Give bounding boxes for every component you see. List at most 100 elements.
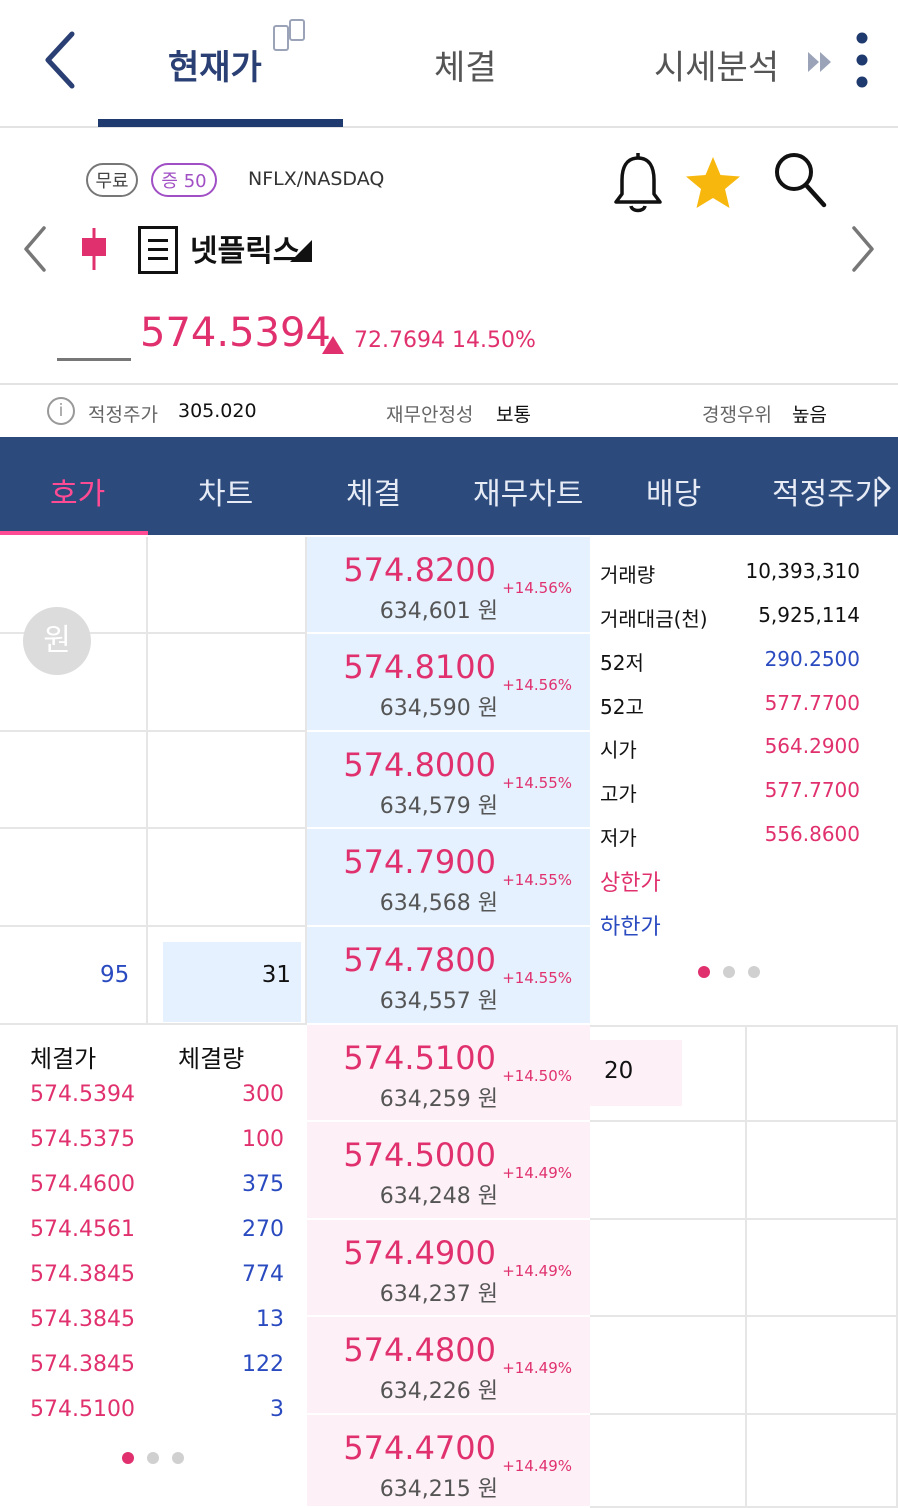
bell-icon[interactable] xyxy=(612,152,664,216)
bid-percent: +14.49% xyxy=(502,1164,572,1182)
stability-label: 재무안정성 xyxy=(386,404,474,426)
trade-price: 574.3845 xyxy=(30,1352,135,1377)
next-stock-icon[interactable] xyxy=(848,224,878,274)
tab-market-analysis[interactable]: 시세분석 xyxy=(654,48,780,88)
stock-info-icon[interactable] xyxy=(138,226,178,274)
trade-qty-header: 체결량 xyxy=(178,1045,245,1073)
ask-row[interactable]: 574.7900 +14.55% 634,568 원 xyxy=(307,829,590,927)
bid-price: 574.5000 xyxy=(343,1136,496,1174)
ask-price: 574.7900 xyxy=(343,843,496,881)
stat-label: 하한가 xyxy=(600,915,661,940)
stats-page-indicator[interactable] xyxy=(698,966,778,982)
subtab-active-underline xyxy=(0,531,148,535)
subtab-orderbook[interactable]: 호가 xyxy=(50,477,106,512)
trade-price-header: 체결가 xyxy=(30,1045,97,1073)
ask-price: 574.7800 xyxy=(343,941,496,979)
favorite-star-icon[interactable] xyxy=(684,154,742,212)
stat-label: 고가 xyxy=(600,782,637,806)
top-navigation: 현재가 체결 시세분석 xyxy=(0,0,898,128)
stock-dropdown-icon[interactable] xyxy=(290,240,312,262)
ask-percent: +14.56% xyxy=(502,676,572,694)
bid-quantity-cell[interactable]: 20 xyxy=(590,1040,682,1106)
stat-label: 저가 xyxy=(600,826,637,850)
ask-percent: +14.56% xyxy=(502,579,572,597)
ask-percent: +14.55% xyxy=(502,774,572,792)
subtab-dividend[interactable]: 배당 xyxy=(646,477,702,512)
previous-stock-icon[interactable] xyxy=(20,224,50,274)
bid-percent: +14.50% xyxy=(502,1067,572,1085)
stat-label: 거래대금(천) xyxy=(600,607,708,631)
stat-row: 52고 577.7700 xyxy=(600,691,860,731)
more-vertical-icon[interactable] xyxy=(854,30,870,90)
trade-qty: 375 xyxy=(242,1172,284,1197)
trade-qty: 13 xyxy=(256,1307,284,1332)
ask-row[interactable]: 574.7800 +14.55% 634,557 원 xyxy=(307,927,590,1025)
stability-value: 보통 xyxy=(496,404,531,426)
stat-row: 하한가 xyxy=(600,909,860,949)
ask-row[interactable]: 574.8200 +14.56% 634,601 원 xyxy=(307,537,590,634)
bid-row[interactable]: 574.4900 +14.49% 634,237 원 xyxy=(307,1220,590,1317)
bid-row[interactable]: 574.5100 +14.50% 634,259 원 xyxy=(307,1025,590,1122)
stat-label: 시가 xyxy=(600,738,637,762)
bid-row[interactable]: 574.5000 +14.49% 634,248 원 xyxy=(307,1122,590,1220)
ask-percent: +14.55% xyxy=(502,871,572,889)
tab-execution[interactable]: 체결 xyxy=(434,48,497,88)
search-icon[interactable] xyxy=(772,150,828,210)
candlestick-icon xyxy=(82,228,106,270)
stat-value: 564.2900 xyxy=(764,734,860,758)
trade-row: 574.3845 122 xyxy=(0,1352,305,1397)
bid-row[interactable]: 574.4700 +14.49% 634,215 원 xyxy=(307,1415,590,1508)
subtab-financial-chart[interactable]: 재무차트 xyxy=(473,477,584,512)
stat-value: 5,925,114 xyxy=(758,603,860,627)
trade-price: 574.3845 xyxy=(30,1307,135,1332)
bid-krw: 634,248 원 xyxy=(379,1184,498,1209)
tab-current-price[interactable]: 현재가 xyxy=(168,48,262,88)
stat-label: 거래량 xyxy=(600,563,656,587)
stat-value: 556.8600 xyxy=(764,822,860,846)
stat-value: 577.7700 xyxy=(764,691,860,715)
active-tab-underline xyxy=(98,119,343,127)
subtab-execution[interactable]: 체결 xyxy=(346,477,402,512)
ask-quantity: 31 xyxy=(261,962,291,988)
trade-qty: 300 xyxy=(242,1082,284,1107)
bid-row[interactable]: 574.4800 +14.49% 634,226 원 xyxy=(307,1317,590,1415)
ask-quantity-cell[interactable]: 31 xyxy=(163,942,301,1022)
subtab-chart[interactable]: 차트 xyxy=(198,477,254,512)
stat-row: 52저 290.2500 xyxy=(600,647,860,687)
bid-krw: 634,226 원 xyxy=(379,1379,498,1404)
stat-row: 상한가 xyxy=(600,865,860,905)
currency-toggle-button[interactable]: 원 xyxy=(23,607,91,675)
fast-forward-icon[interactable] xyxy=(806,48,834,76)
ask-percent: +14.55% xyxy=(502,969,572,987)
trade-price: 574.4600 xyxy=(30,1172,135,1197)
back-arrow-icon[interactable] xyxy=(38,28,88,92)
info-icon[interactable]: i xyxy=(47,397,75,425)
stat-value: 290.2500 xyxy=(764,647,860,671)
trade-row: 574.5375 100 xyxy=(0,1127,305,1172)
trade-price: 574.4561 xyxy=(30,1217,135,1242)
trades-page-indicator[interactable] xyxy=(122,1452,202,1468)
trade-qty: 774 xyxy=(242,1262,284,1287)
ticker-label: NFLX/NASDAQ xyxy=(248,168,385,190)
order-book: 원 95 31 20 574.8200 +14.56% 634,601 원 57… xyxy=(0,537,898,1508)
chevron-right-icon[interactable] xyxy=(876,475,892,501)
trade-price: 574.3845 xyxy=(30,1262,135,1287)
ask-row[interactable]: 574.8100 +14.56% 634,590 원 xyxy=(307,634,590,732)
bid-krw: 634,215 원 xyxy=(379,1477,498,1502)
trade-row: 574.3845 13 xyxy=(0,1307,305,1352)
competition-value: 높음 xyxy=(792,404,827,426)
trade-qty: 270 xyxy=(242,1217,284,1242)
bid-percent: +14.49% xyxy=(502,1359,572,1377)
current-price: 574.5394 xyxy=(140,310,331,356)
stock-name[interactable]: 넷플릭스 xyxy=(190,234,301,269)
ask-krw: 634,568 원 xyxy=(379,891,498,916)
stat-label: 52저 xyxy=(600,651,644,675)
price-change: 72.7694 14.50% xyxy=(354,328,536,353)
bid-percent: +14.49% xyxy=(502,1457,572,1475)
subtab-fair-price[interactable]: 적정주가 xyxy=(772,477,883,512)
multi-device-icon[interactable] xyxy=(272,18,308,54)
fair-price-value: 305.020 xyxy=(178,400,257,422)
trade-qty: 100 xyxy=(242,1127,284,1152)
bid-price: 574.5100 xyxy=(343,1039,496,1077)
ask-row[interactable]: 574.8000 +14.55% 634,579 원 xyxy=(307,732,590,829)
